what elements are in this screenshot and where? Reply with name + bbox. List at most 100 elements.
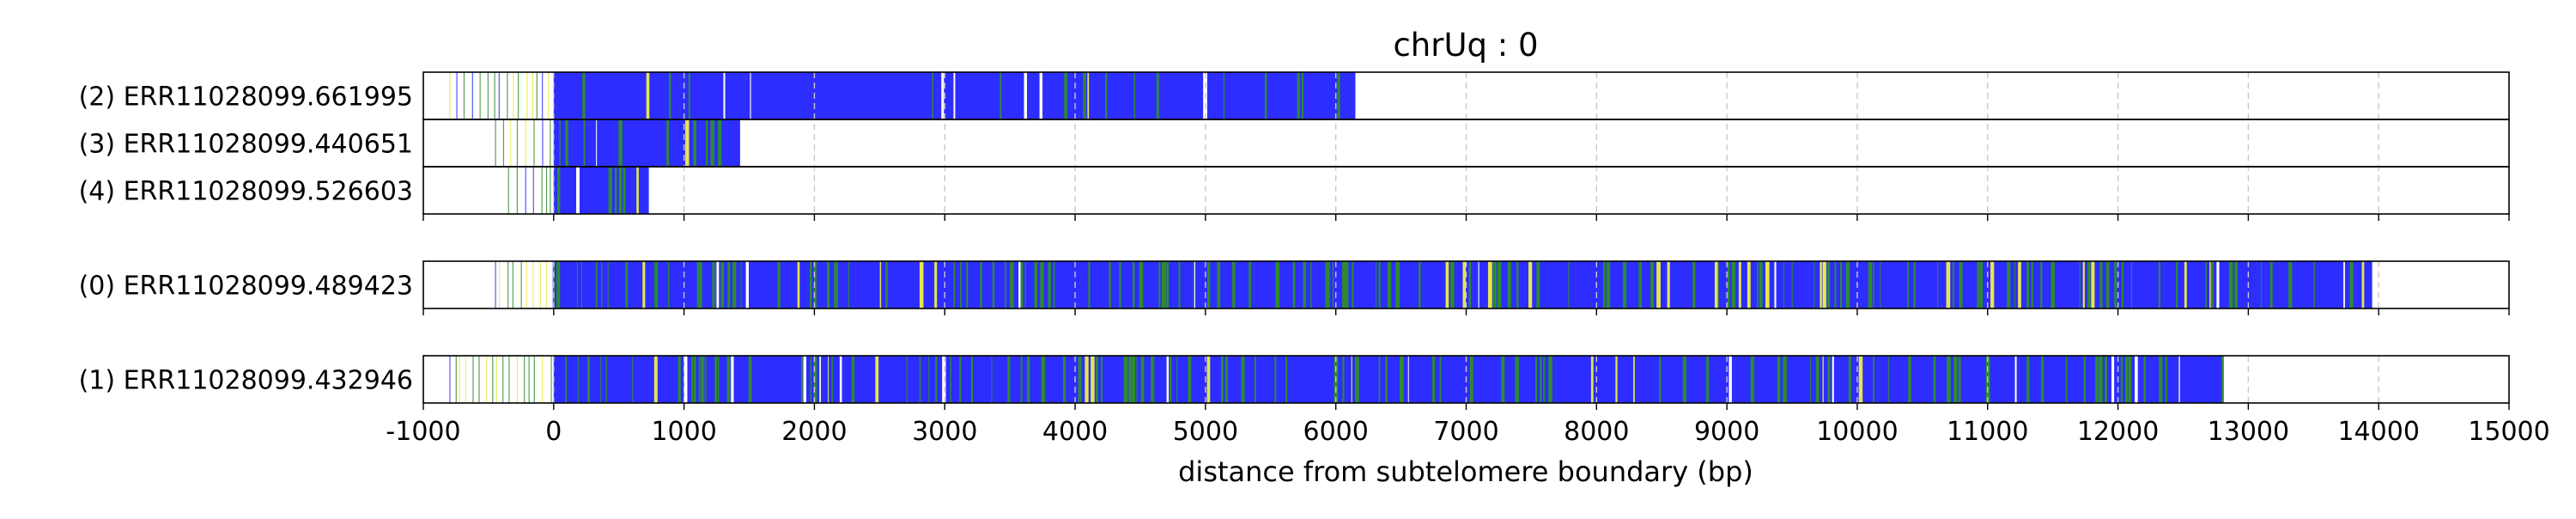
read-bars: [449, 72, 2372, 403]
read-segment: [1132, 356, 1136, 403]
read-segment: [696, 261, 699, 308]
read-segment: [1119, 261, 1121, 308]
read-segment: [577, 356, 579, 403]
read-segment: [2211, 261, 2214, 308]
read-segment: [2159, 356, 2163, 403]
read-segment: [1395, 261, 1400, 308]
read-segment: [1907, 261, 1910, 308]
read-segment: [966, 261, 969, 308]
read-segment: [1832, 356, 1834, 403]
read-segment: [1952, 261, 1954, 308]
read-segment: [726, 356, 731, 403]
read-segment: [542, 119, 544, 167]
read-segment: [1207, 261, 1211, 308]
read-segment: [683, 356, 688, 403]
read-segment: [623, 167, 626, 214]
read-segment: [565, 119, 568, 167]
read-segment: [2095, 356, 2099, 403]
read-segment: [1759, 261, 1763, 308]
read-segment: [1815, 356, 1820, 403]
read-segment: [971, 356, 974, 403]
read-segment: [1848, 356, 1851, 403]
read-segment: [999, 72, 1002, 119]
read-segment: [516, 356, 519, 403]
read-segment: [1123, 356, 1128, 403]
read-segment: [498, 261, 501, 308]
read-segment: [548, 72, 550, 119]
read-segment: [2114, 261, 2117, 308]
read-segment: [2099, 356, 2103, 403]
x-tick-label: 12000: [2077, 417, 2159, 447]
read-segment: [1727, 261, 1730, 308]
read-segment: [828, 356, 829, 403]
read-segment: [1590, 356, 1594, 403]
read-segment: [2288, 261, 2293, 308]
read-segment: [1858, 356, 1863, 403]
read-segment: [632, 356, 634, 403]
read-segment: [510, 119, 512, 167]
read-segment: [1827, 356, 1831, 403]
read-segment: [2184, 261, 2187, 308]
read-segment: [1534, 356, 1537, 403]
read-segment: [1156, 72, 1159, 119]
read-segment: [1667, 261, 1670, 308]
read-segment: [1497, 261, 1502, 308]
read-segment: [1419, 261, 1421, 308]
read-segment: [668, 72, 671, 119]
read-segment: [717, 356, 720, 403]
read-segment: [2221, 356, 2224, 403]
read-segment: [718, 119, 722, 167]
read-segment: [1101, 356, 1103, 403]
x-tick-label: 11000: [1947, 417, 2028, 447]
read-segment: [1731, 261, 1736, 308]
read-segment: [463, 72, 465, 119]
read-segment: [1018, 261, 1021, 308]
read-label-2: (4) ERR11028099.526603: [79, 177, 413, 207]
read-segment: [1206, 356, 1211, 403]
read-segment: [636, 167, 639, 214]
read-segment: [848, 261, 849, 308]
read-segment: [471, 72, 473, 119]
read-segment: [1024, 261, 1026, 308]
read-segment: [2313, 261, 2315, 308]
read-segment: [1010, 261, 1014, 308]
read-segment: [516, 167, 518, 214]
read-segment: [1254, 356, 1256, 403]
read-segment: [685, 119, 690, 167]
read-segment: [1178, 261, 1181, 308]
read-segment: [2065, 356, 2068, 403]
read-segment: [714, 356, 718, 403]
read-segment: [479, 72, 481, 119]
read-segment: [605, 356, 607, 403]
read-segment: [1084, 356, 1089, 403]
read-segment: [1622, 261, 1627, 308]
read-segment: [1543, 356, 1546, 403]
read-segment: [706, 119, 708, 167]
read-segment: [1845, 261, 1850, 308]
read-segment: [928, 356, 930, 403]
read-segment: [449, 72, 451, 119]
read-segment: [1979, 261, 1984, 308]
read-segment: [587, 356, 590, 403]
read-segment: [1765, 261, 1770, 308]
x-tick-label: 14000: [2337, 417, 2419, 447]
read-segment: [1516, 261, 1519, 308]
read-segment: [526, 72, 528, 119]
x-tick-label: -1000: [386, 417, 460, 447]
read-segment: [532, 72, 534, 119]
read-bar-2: [553, 167, 649, 214]
read-segment: [478, 356, 480, 403]
read-segment: [539, 261, 542, 308]
read-segment: [456, 72, 458, 119]
read-segment: [691, 356, 694, 403]
read-segment: [953, 261, 956, 308]
x-tick-label: 13000: [2208, 417, 2289, 447]
x-tick-label: 5000: [1173, 417, 1238, 447]
read-segment: [642, 261, 646, 308]
x-tick-label: 10000: [1816, 417, 1898, 447]
read-segment: [1332, 261, 1334, 308]
read-segment: [1445, 261, 1449, 308]
read-segment: [1378, 261, 1381, 308]
read-segment: [2124, 356, 2129, 403]
read-segment: [1140, 356, 1145, 403]
